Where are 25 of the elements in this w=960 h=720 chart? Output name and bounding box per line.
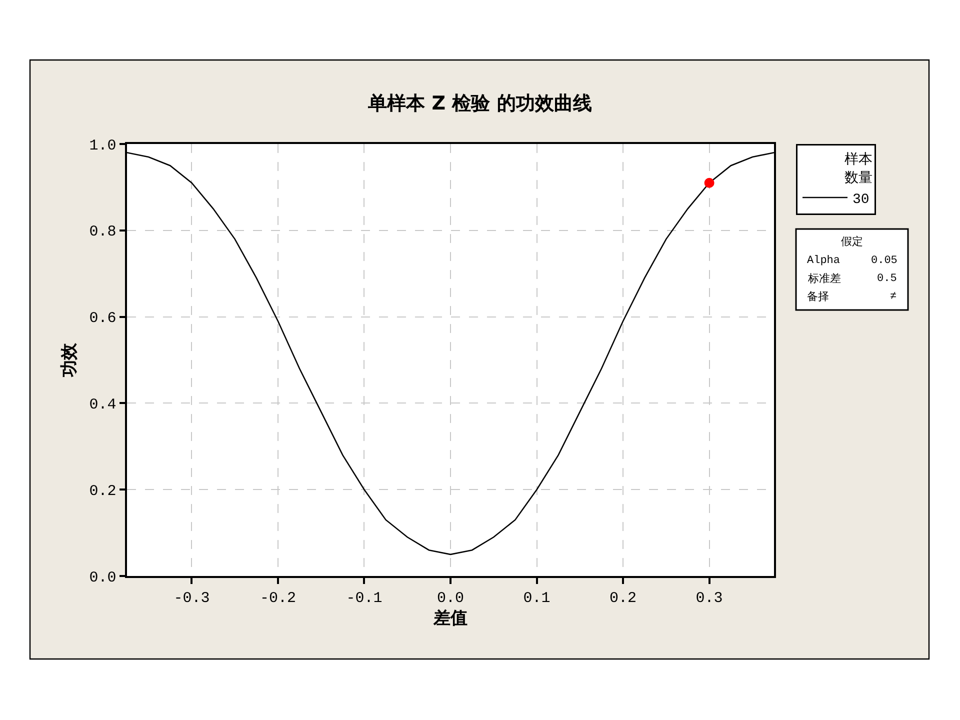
y-tick-label: 0.2 — [89, 482, 116, 500]
x-tick-label: -0.2 — [260, 590, 296, 607]
x-axis-title: 差值 — [432, 608, 468, 629]
y-axis-title: 功效 — [59, 342, 80, 378]
x-tick-label: -0.3 — [174, 590, 210, 607]
y-tick-label: 0.6 — [89, 310, 116, 328]
x-tick-label: 0.0 — [436, 590, 464, 607]
x-tick-label: 0.2 — [610, 590, 637, 607]
y-tick-label: 0.0 — [89, 569, 116, 586]
text: 0.5 — [877, 273, 897, 285]
text: 标准差 — [807, 272, 841, 286]
text: Alpha — [807, 255, 840, 267]
text: 0.05 — [871, 255, 898, 267]
x-tick-label: 0.1 — [523, 590, 550, 607]
chart-title: 单样本 Z 检验 的功效曲线 — [367, 92, 592, 115]
y-tick-label: 0.4 — [89, 396, 116, 414]
y-tick-label: 0.8 — [89, 224, 116, 241]
legend-title: 样本数量 — [844, 152, 872, 186]
legend-label: 30 — [852, 192, 870, 208]
x-tick-label: 0.3 — [696, 590, 723, 607]
text: 假定 — [841, 235, 863, 248]
text: 备择 — [807, 291, 829, 304]
x-tick-label: -0.1 — [346, 590, 382, 607]
y-tick-label: 1.0 — [89, 137, 116, 154]
text: ≠ — [890, 291, 897, 303]
